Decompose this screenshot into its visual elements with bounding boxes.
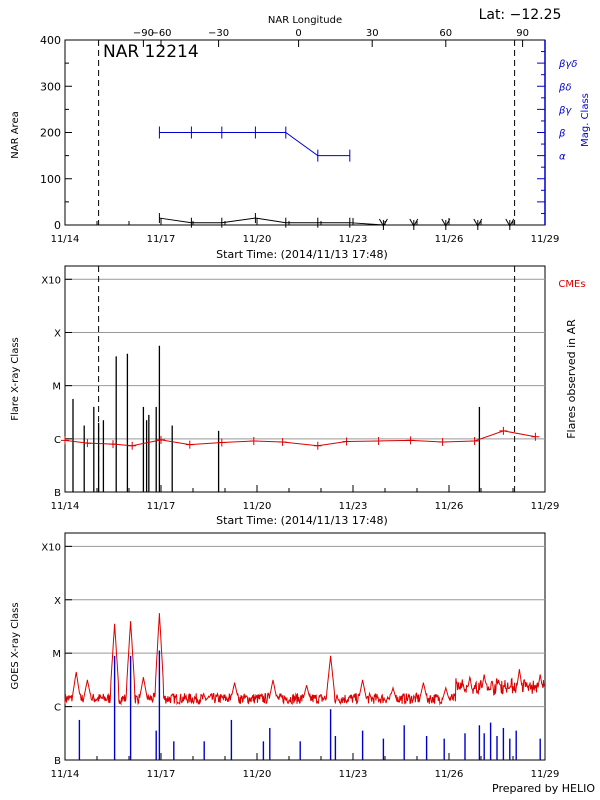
cme-point (109, 440, 117, 449)
area-y-tick-label: 200 (40, 127, 61, 140)
area-y-tick-label: 100 (40, 173, 61, 186)
area-x-axis-title: Start Time: (2014/11/13 17:48) (216, 248, 388, 261)
area-panel: 11/14 11/17 11/20 11/23 11/26 11/290100200300… (10, 15, 591, 261)
area-y-tick-label: 0 (54, 219, 61, 232)
area-x-tick-label: 11/26 (435, 234, 464, 245)
area-mag-class-label: β (558, 129, 566, 140)
goes-x-tick-label: 11/20 (243, 769, 272, 780)
goes-x-tick-label: 11/23 (339, 769, 368, 780)
goes-x-tick-label: 11/29 (531, 769, 560, 780)
cme-point (61, 436, 69, 445)
goes-x-tick-label: 11/26 (435, 769, 464, 780)
footer-credit: Prepared by HELIO (492, 782, 595, 795)
goes-y-tick-label: X10 (41, 542, 61, 553)
cme-legend: CMEs (558, 279, 585, 290)
flares-y-axis-title: Flare X-ray Class (10, 337, 21, 421)
flares-x-tick-label: 11/14 (51, 501, 80, 512)
flares-y-tick-label: X (54, 328, 61, 339)
area-y-axis-title: NAR Area (10, 111, 21, 158)
cme-point (374, 436, 383, 445)
cme-series-line (64, 430, 536, 447)
goes-y-tick-label: M (52, 649, 61, 660)
cme-point (157, 435, 165, 444)
region-title: NAR 12214 (103, 42, 199, 62)
cme-point (470, 436, 479, 445)
flares-x-axis-title: Start Time: (2014/11/13 17:48) (216, 514, 388, 527)
flares-y-tick-label: X10 (41, 275, 61, 286)
area-down-arrow (409, 218, 419, 228)
flares-y-tick-label: M (52, 382, 61, 393)
area-top-tick-label: 90 (516, 28, 529, 39)
cme-point (531, 432, 540, 441)
flares-y-tick-label: B (54, 488, 61, 499)
area-mag-class-label: α (559, 152, 566, 163)
goes-y-tick-label: C (54, 703, 61, 714)
area-top-tick-label: 60 (439, 28, 452, 39)
goes-x-tick-label: 11/14 (51, 769, 80, 780)
latitude-label: Lat: −12.25 (479, 7, 562, 23)
cme-point (313, 441, 322, 450)
area-series-line (159, 217, 510, 226)
cme-point (217, 438, 226, 447)
area-x-tick-label: 11/23 (339, 234, 368, 245)
area-mag-class-label: βγδ (558, 59, 577, 70)
flares-x-tick-label: 11/26 (435, 501, 464, 512)
area-x-tick-label: 11/29 (531, 234, 560, 245)
area-top-axis-title: NAR Longitude (268, 15, 342, 26)
goes-y-axis-title: GOES X-ray Class (10, 602, 21, 689)
area-top-tick-label: 0 (295, 28, 301, 39)
flare-panel: 11/14 11/17 11/20 11/23 11/26 11/29 B C M X X10 Fla… (10, 265, 586, 527)
cme-point (83, 439, 92, 448)
cme-point (128, 441, 137, 450)
cme-point (249, 436, 258, 445)
cme-point (342, 437, 351, 446)
goes-plot-frame (64, 532, 546, 761)
flares-plot-frame (64, 265, 546, 493)
flares-x-tick-label: 11/23 (339, 501, 368, 512)
area-right-axis-title: Mag. Class (580, 93, 591, 147)
goes-y-tick-label: B (54, 756, 61, 767)
flares-x-tick-label: 11/29 (531, 501, 560, 512)
area-x-tick-label: 11/14 (51, 234, 80, 245)
goes-y-tick-label: X (54, 596, 61, 607)
goes-x-tick-label: 11/17 (147, 769, 176, 780)
area-x-tick-label: 11/17 (147, 234, 176, 245)
goes-flux-line (64, 613, 546, 706)
cme-point (278, 438, 287, 447)
area-down-arrow (378, 218, 388, 228)
area-top-tick-label: 30 (366, 28, 379, 39)
area-down-arrow (441, 218, 451, 228)
area-mag-class-label: βδ (558, 82, 572, 93)
area-plot-frame (64, 39, 546, 226)
flares-x-tick-label: 11/17 (147, 501, 176, 512)
mag-class-series-line (159, 132, 350, 157)
area-x-tick-label: 11/20 (243, 234, 272, 245)
area-y-tick-label: 400 (40, 34, 61, 47)
flares-right-axis-title: Flares observed in AR (565, 319, 578, 439)
goes-panel: 11/14 11/17 11/20 11/23 11/26 11/29 B C M X X10 GOE… (10, 532, 560, 780)
cme-point (438, 438, 447, 447)
flares-y-tick-label: C (54, 435, 61, 446)
area-down-arrow (473, 218, 483, 228)
cme-point (406, 436, 415, 445)
area-mag-class-label: βγ (558, 105, 572, 116)
cme-point (499, 426, 508, 435)
cme-point (185, 440, 194, 449)
area-down-arrow (505, 218, 515, 228)
area-y-tick-label: 300 (40, 80, 61, 93)
area-top-tick-label: −60 (150, 28, 171, 39)
area-top-tick-label: −30 (208, 28, 229, 39)
area-top-tick-label: −90 (133, 28, 154, 39)
flares-x-tick-label: 11/20 (243, 501, 272, 512)
